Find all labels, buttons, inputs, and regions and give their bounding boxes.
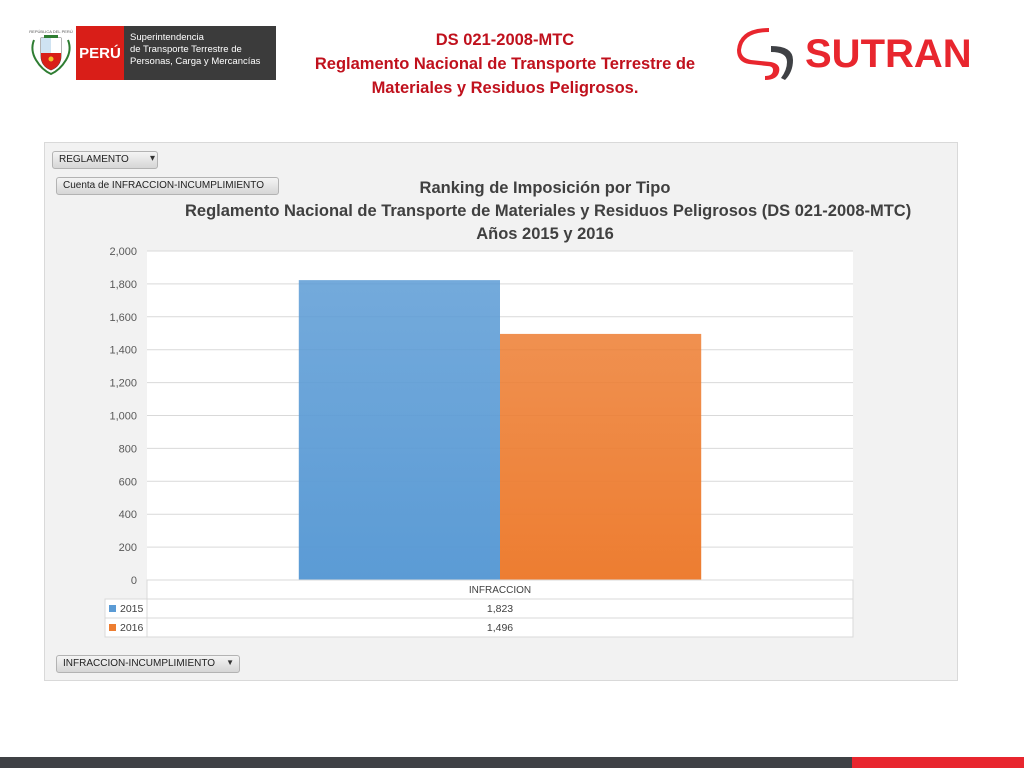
table-value-cell	[146, 617, 854, 638]
bar-chart: 0 200 400 600 800 1,000 1,200 1,400 1,600 1,800 2,…	[104, 246, 854, 638]
y-tick-label: 1,200	[109, 378, 137, 390]
chart-panel: REGLAMENTO ▾ Cuenta de INFRACCION-INCUMP…	[44, 142, 958, 681]
x-category-label: INFRACCION	[469, 585, 531, 596]
chart-title: Ranking de Imposición por Tipo Reglament…	[185, 177, 912, 246]
sutran-swirl-icon	[737, 28, 793, 80]
title-line: Reglamento Nacional de Transporte Terres…	[314, 55, 696, 73]
chart-title-line: Reglamento Nacional de Transporte de Mat…	[185, 202, 912, 220]
legend-label: 2015	[120, 603, 144, 615]
y-tick-label: 400	[119, 509, 137, 521]
legend-label: 2016	[120, 622, 144, 634]
republic-label: REPÚBLICA DEL PERÚ	[29, 29, 73, 34]
institution-name: Superintendencia de Transporte Terrestre…	[124, 26, 276, 80]
peru-institution-logo: REPÚBLICA DEL PERÚ PERÚ Superintendencia…	[28, 26, 276, 80]
y-tick-label: 0	[131, 575, 137, 587]
institution-line: Superintendencia	[130, 32, 204, 43]
data-value-label: 1,496	[487, 622, 513, 634]
value-field-button[interactable]: Cuenta de INFRACCION-INCUMPLIMIENTO	[56, 177, 279, 195]
y-tick-label: 1,600	[109, 312, 137, 324]
filter-field-button[interactable]: REGLAMENTO ▾	[52, 151, 158, 169]
coat-of-arms-icon: REPÚBLICA DEL PERÚ	[28, 26, 74, 80]
y-tick-label: 1,800	[109, 279, 137, 291]
y-tick-label: 1,000	[109, 411, 137, 423]
legend-swatch-2015	[109, 605, 116, 612]
axis-field-button[interactable]: INFRACCION-INCUMPLIMIENTO ▼	[56, 655, 240, 673]
chevron-down-icon: ▼	[226, 658, 234, 667]
y-tick-label: 200	[119, 542, 137, 554]
title-line: DS 021-2008-MTC	[435, 31, 575, 49]
document-title: DS 021-2008-MTC Reglamento Nacional de T…	[290, 28, 720, 100]
bar-2016	[500, 333, 702, 580]
y-tick-label: 1,400	[109, 345, 137, 357]
institution-line: Personas, Carga y Mercancías	[130, 56, 261, 67]
bar-2015	[298, 280, 500, 580]
y-tick-label: 600	[119, 476, 137, 488]
title-line: Materiales y Residuos Peligrosos.	[371, 79, 639, 97]
legend-swatch-2016	[109, 624, 116, 631]
peru-label: PERÚ	[76, 26, 124, 80]
footer-accent-bar	[852, 757, 1024, 768]
axis-field-label: INFRACCION-INCUMPLIMIENTO	[63, 658, 216, 669]
chart-title-line: Años 2015 y 2016	[476, 225, 614, 243]
value-field-label: Cuenta de INFRACCION-INCUMPLIMIENTO	[63, 180, 264, 191]
y-tick-label: 2,000	[109, 246, 137, 258]
footer-bar	[0, 757, 1024, 768]
y-tick-label: 800	[119, 443, 137, 455]
filter-icon: ▾	[149, 153, 155, 164]
chart-title-line: Ranking de Imposición por Tipo	[419, 179, 671, 197]
institution-line: de Transporte Terrestre de	[130, 44, 242, 55]
filter-field-label: REGLAMENTO	[59, 154, 129, 165]
data-value-label: 1,823	[487, 603, 513, 615]
sutran-logo: SUTRAN	[735, 26, 995, 84]
brand-name: SUTRAN	[805, 32, 972, 76]
